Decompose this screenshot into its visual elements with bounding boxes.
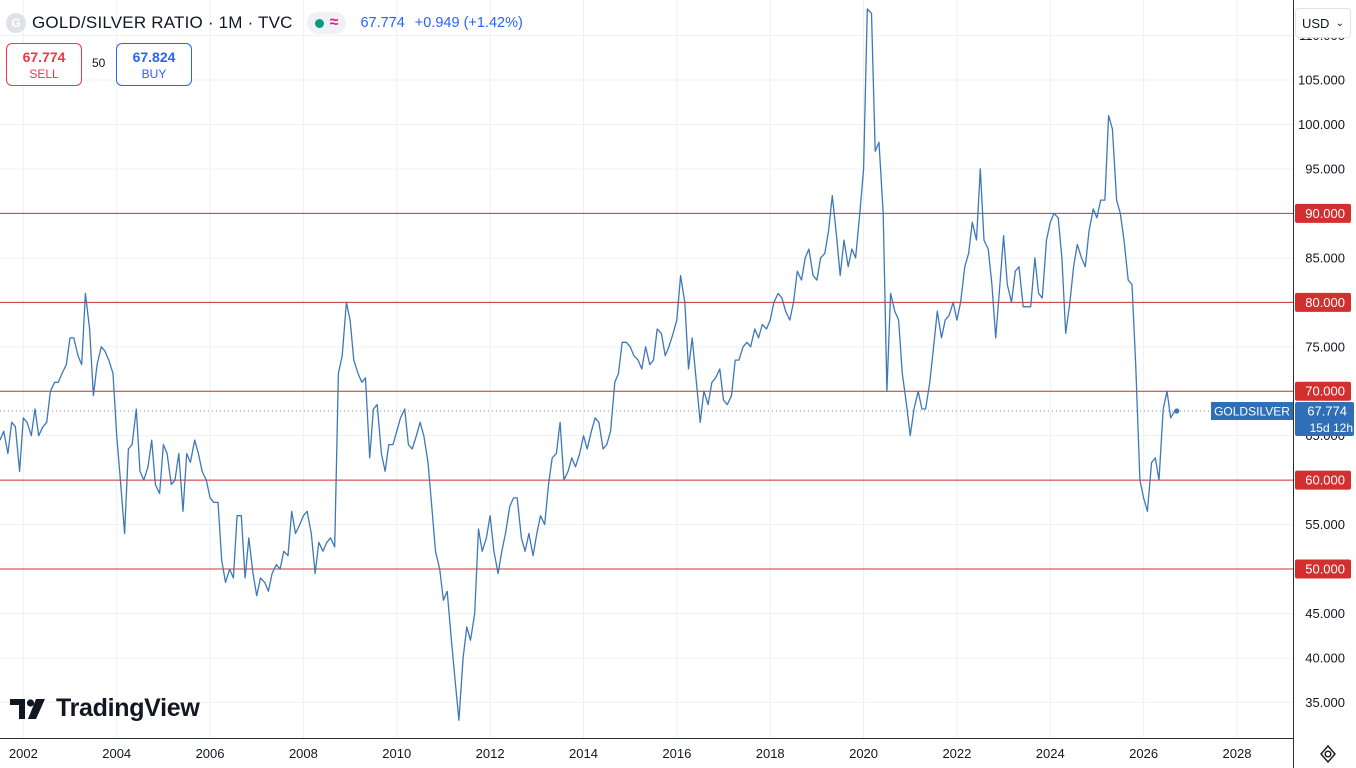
market-status-pill[interactable]: ≈	[306, 12, 347, 34]
x-tick-label: 2002	[9, 746, 38, 761]
last-price-label: 67.774	[1307, 404, 1347, 419]
time-axis[interactable]	[0, 738, 1293, 768]
level-label-badge	[1295, 559, 1351, 579]
x-tick-label: 2022	[942, 746, 971, 761]
level-label-badge	[1295, 381, 1351, 401]
level-label-badge	[1295, 292, 1351, 312]
tradingview-logo: TradingView	[10, 694, 200, 723]
y-tick-label: 85.000	[1305, 250, 1345, 265]
sell-price: 67.774	[22, 48, 66, 65]
sell-label: SELL	[29, 66, 59, 81]
header-last-price: 67.774	[360, 15, 405, 31]
symbol-label: GOLDSILVER	[1214, 405, 1290, 419]
buy-label: BUY	[141, 66, 167, 81]
level-label: 60.000	[1305, 473, 1345, 488]
price-series-line[interactable]	[0, 8, 1177, 721]
market-open-dot-icon	[314, 18, 324, 28]
symbol-logo-icon: G	[6, 13, 26, 33]
x-tick-label: 2024	[1036, 746, 1065, 761]
x-tick-label: 2004	[102, 746, 131, 761]
x-tick-label: 2018	[756, 746, 785, 761]
last-price-badge	[1295, 402, 1354, 437]
x-tick-label: 2028	[1223, 746, 1252, 761]
symbol-label-badge	[1211, 402, 1293, 421]
x-tick-label: 2012	[476, 746, 505, 761]
y-tick-label: 55.000	[1305, 517, 1345, 532]
y-tick-label: 100.000	[1298, 117, 1345, 132]
countdown-label: 15d 12h	[1310, 421, 1353, 435]
buy-button[interactable]: 67.824 BUY	[116, 43, 192, 86]
gear-icon	[1320, 744, 1336, 764]
x-tick-label: 2016	[662, 746, 691, 761]
symbol-header: G GOLD/SILVER RATIO · 1M · TVC ≈ 67.774 …	[6, 10, 523, 36]
currency-selector[interactable]: USD ⌄	[1295, 8, 1351, 38]
x-tick-label: 2026	[1129, 746, 1158, 761]
delayed-data-icon: ≈	[329, 14, 339, 31]
x-tick-label: 2020	[849, 746, 878, 761]
chart-settings-button[interactable]	[1316, 742, 1340, 766]
y-tick-label: 40.000	[1305, 650, 1345, 665]
buy-price: 67.824	[132, 48, 176, 65]
x-tick-label: 2006	[196, 746, 225, 761]
currency-label: USD	[1302, 15, 1330, 31]
brand-name: TradingView	[56, 694, 200, 722]
symbol-title[interactable]: GOLD/SILVER RATIO · 1M · TVC	[32, 13, 293, 32]
last-point-marker	[1174, 408, 1180, 414]
x-tick-label: 2010	[382, 746, 411, 761]
y-tick-label: 45.000	[1305, 606, 1345, 621]
chevron-down-icon: ⌄	[1335, 17, 1344, 29]
y-tick-label: 105.000	[1298, 73, 1345, 88]
tradingview-logo-icon	[10, 698, 45, 719]
level-label: 80.000	[1305, 295, 1345, 310]
y-tick-label: 75.000	[1305, 339, 1345, 354]
level-label: 70.000	[1305, 384, 1345, 399]
level-label-badge	[1295, 203, 1351, 223]
level-label-badge	[1295, 470, 1351, 490]
y-tick-label: 35.000	[1305, 695, 1345, 710]
x-tick-label: 2014	[569, 746, 598, 761]
y-tick-label: 95.000	[1305, 161, 1345, 176]
level-label: 90.000	[1305, 206, 1345, 221]
level-label: 50.000	[1305, 562, 1345, 577]
header-change: +0.949 (+1.42%)	[414, 15, 523, 31]
sell-button[interactable]: 67.774 SELL	[6, 43, 82, 86]
x-tick-label: 2008	[289, 746, 318, 761]
spread-value: 50	[92, 56, 106, 70]
